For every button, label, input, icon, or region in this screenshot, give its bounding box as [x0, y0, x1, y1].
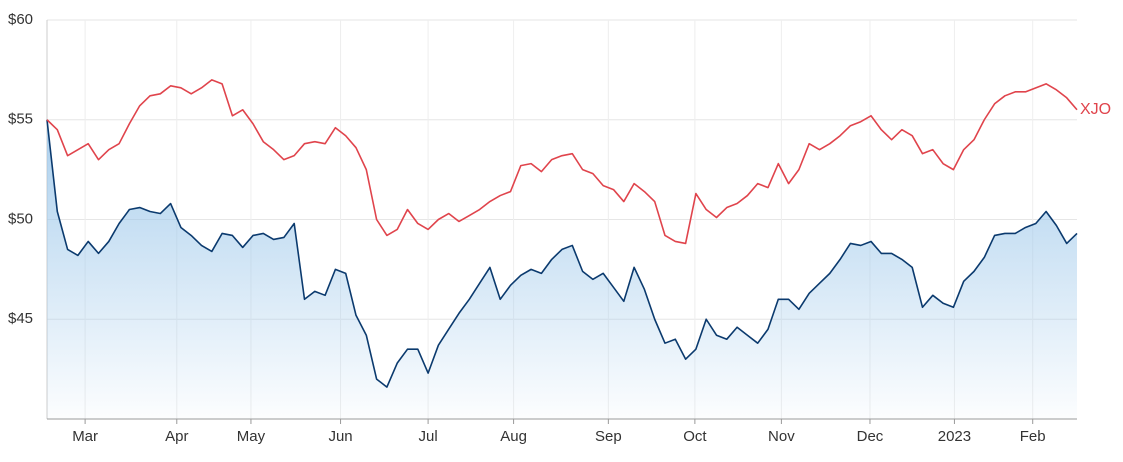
y-tick-label: $50 — [8, 210, 33, 227]
y-tick-label: $55 — [8, 111, 33, 128]
y-tick-label: $45 — [8, 310, 33, 327]
x-tick-label: Aug — [500, 428, 527, 445]
series-label: XJO — [1080, 101, 1111, 118]
x-tick-label: 2023 — [938, 428, 971, 445]
x-tick-label: Sep — [595, 428, 622, 445]
y-tick-label: $60 — [8, 11, 33, 28]
x-tick-label: May — [237, 428, 266, 445]
x-tick-label: Oct — [683, 428, 707, 445]
x-tick-label: Nov — [768, 428, 795, 445]
line — [46, 119, 1078, 388]
x-tick-label: Feb — [1020, 428, 1046, 445]
x-tick-label: Dec — [857, 428, 884, 445]
x-tick-label: Mar — [72, 428, 98, 445]
area — [47, 119, 1077, 419]
line — [46, 79, 1078, 245]
x-tick-label: Jul — [419, 428, 438, 445]
x-tick-label: Apr — [165, 428, 188, 445]
x-tick-label: Jun — [328, 428, 352, 445]
